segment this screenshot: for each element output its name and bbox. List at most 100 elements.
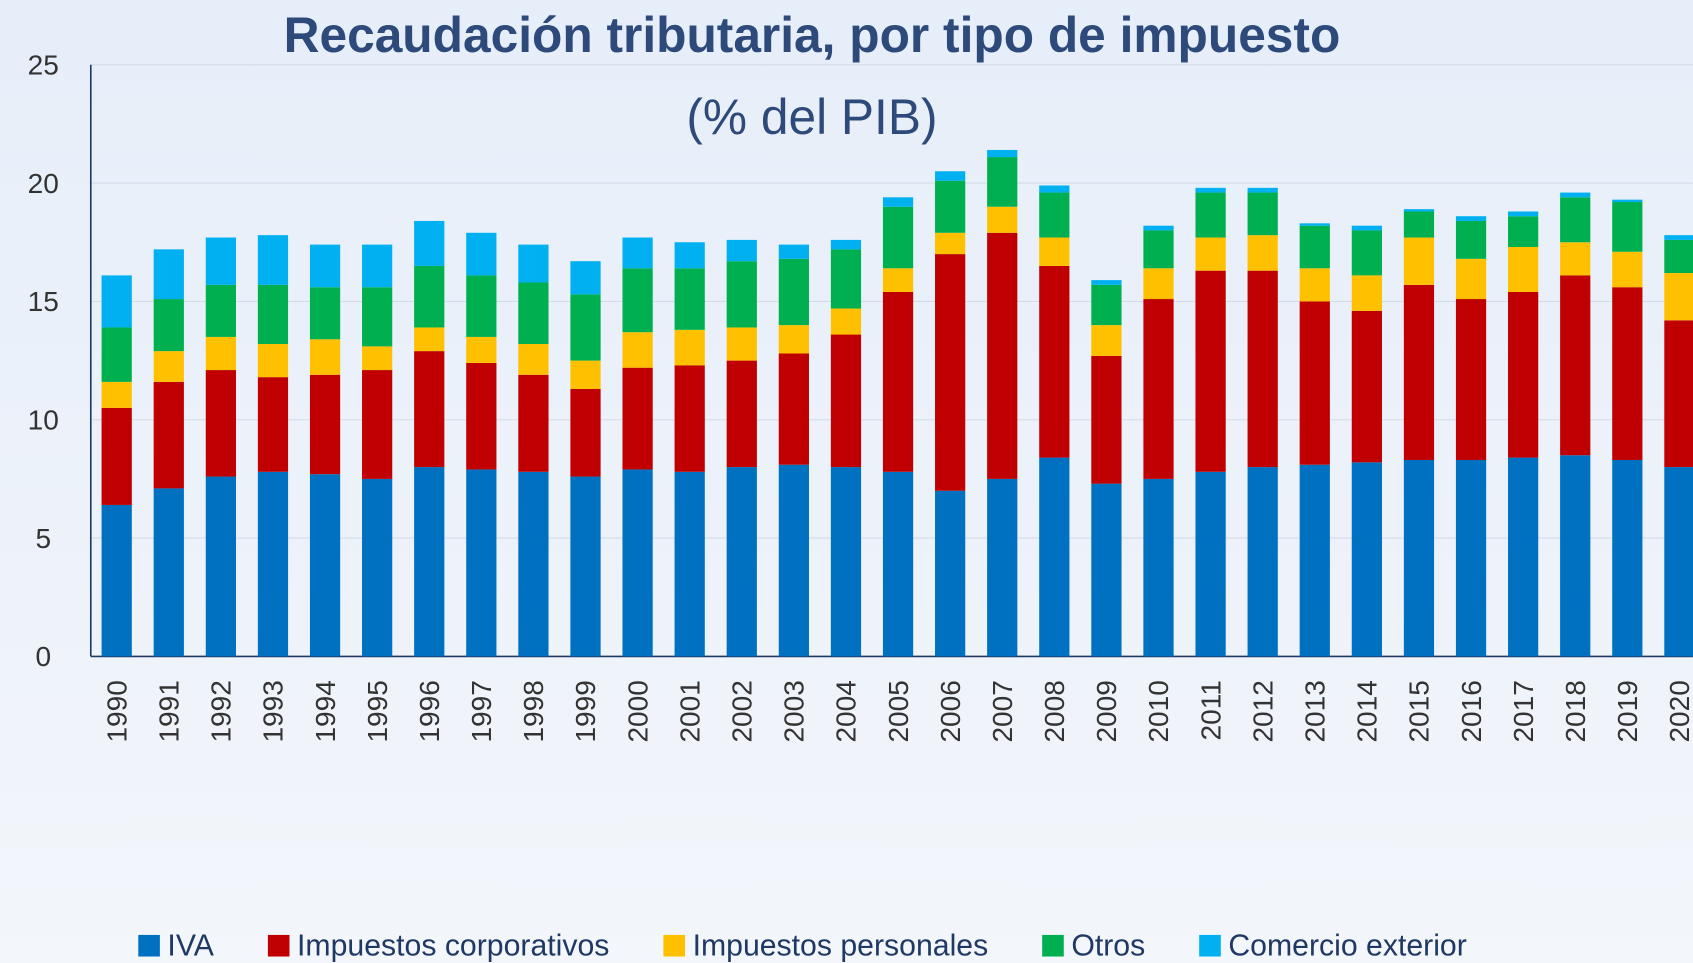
y-tick-label: 25 [28, 49, 59, 80]
bar-segment [882, 268, 914, 292]
bar-segment [1351, 462, 1382, 657]
bar-segment [1247, 187, 1278, 193]
bar-segment [466, 275, 497, 337]
bar-segment [205, 284, 236, 337]
x-tick-label: 2000 [622, 680, 653, 742]
bar-segment [1664, 467, 1693, 657]
bar-segment [362, 478, 393, 657]
x-tick-label: 2015 [1404, 680, 1435, 742]
bar-segment [1508, 216, 1539, 247]
bar-segment [257, 284, 289, 345]
bar-segment [987, 232, 1018, 479]
bar-segment [1299, 301, 1330, 465]
bar-segment [1039, 457, 1070, 657]
bar-segment [205, 370, 236, 477]
bar-segment [414, 351, 445, 468]
bar-segment [205, 237, 236, 285]
bar-segment [622, 469, 653, 657]
bar-segment [778, 244, 809, 259]
bar-segment [466, 469, 497, 657]
bar-segment [935, 490, 966, 657]
bar-segment [882, 291, 914, 472]
bar-segment [1455, 299, 1487, 460]
bar-segment [987, 206, 1018, 233]
bar-segment [1403, 237, 1435, 285]
chart-title: Recaudación tributaria, por tipo de impu… [284, 7, 1341, 63]
bar-segment [882, 471, 914, 657]
legend-label: IVA [167, 929, 214, 962]
bar-segment [1455, 220, 1487, 259]
bar-segment [830, 249, 862, 309]
y-tick-label: 10 [28, 404, 59, 435]
bar-segment [1664, 273, 1693, 321]
bar-segment [882, 206, 914, 269]
bar-segment [1351, 310, 1382, 463]
x-tick-label: 2007 [987, 680, 1018, 742]
bar-segment [153, 249, 184, 300]
bar-segment [1560, 197, 1591, 243]
bar-segment [101, 504, 132, 657]
bar-segment [987, 149, 1018, 158]
bar-segment [518, 282, 549, 345]
bar-segment [362, 287, 393, 347]
legend-label: Otros [1071, 929, 1145, 962]
bar-segment [1455, 258, 1487, 300]
bar-segment [1091, 280, 1122, 285]
bar-segment [466, 336, 497, 363]
chart-subtitle: (% del PIB) [686, 89, 937, 145]
bar-segment [1508, 211, 1539, 217]
bar-segment [101, 327, 132, 382]
bar-segment [1612, 202, 1643, 252]
bar-segment [726, 360, 757, 468]
bar-segment [414, 220, 445, 266]
x-tick-label: 2014 [1352, 680, 1383, 742]
bar-segment [101, 407, 132, 505]
legend-swatch [1199, 934, 1221, 957]
bar-segment [153, 381, 184, 489]
bar-segment [257, 235, 289, 285]
y-tick-label: 15 [28, 286, 59, 317]
x-tick-label: 2002 [726, 680, 757, 742]
x-tick-label: 2004 [831, 680, 862, 742]
bar-segment [622, 367, 653, 470]
x-tick-label: 1999 [570, 680, 601, 742]
bar-segment [1560, 455, 1591, 657]
y-tick-label: 0 [35, 641, 51, 672]
bar-segment [257, 377, 289, 472]
bar-segment [1247, 270, 1278, 468]
bar-segment [1560, 275, 1591, 456]
bar-segment [1612, 199, 1643, 203]
x-tick-label: 2019 [1612, 680, 1643, 742]
bar-segment [1039, 237, 1070, 266]
x-tick-label: 2018 [1560, 680, 1591, 742]
bar-segment [1612, 459, 1643, 657]
bar-segment [1612, 287, 1643, 460]
bar-segment [1143, 299, 1174, 479]
bar-segment [987, 157, 1018, 207]
bar-segment [1039, 192, 1070, 238]
bar-segment [1508, 291, 1539, 458]
x-tick-label: 2017 [1508, 680, 1539, 742]
bar-segment [1247, 235, 1278, 271]
bar-segment [935, 232, 966, 255]
bar-segment [830, 308, 862, 335]
bar-segment [518, 374, 549, 472]
bar-segment [1403, 284, 1435, 460]
bar-segment [726, 467, 757, 657]
bar-segment [518, 471, 549, 657]
legend-swatch [1042, 934, 1064, 957]
x-tick-label: 1994 [310, 680, 341, 742]
x-tick-label: 2003 [779, 680, 810, 742]
bar-segment [1091, 284, 1122, 326]
bar-segment [1039, 185, 1070, 193]
y-tick-label: 5 [35, 523, 51, 554]
bar-segment [987, 478, 1018, 657]
bar-segment [153, 488, 184, 657]
bar-segment [1560, 192, 1591, 198]
bar-segment [622, 332, 653, 368]
bar-segment [1143, 268, 1174, 300]
legend-swatch [138, 934, 160, 957]
bar-segment [570, 360, 601, 389]
bar-segment [1299, 223, 1330, 226]
bar-segment [1508, 246, 1539, 292]
